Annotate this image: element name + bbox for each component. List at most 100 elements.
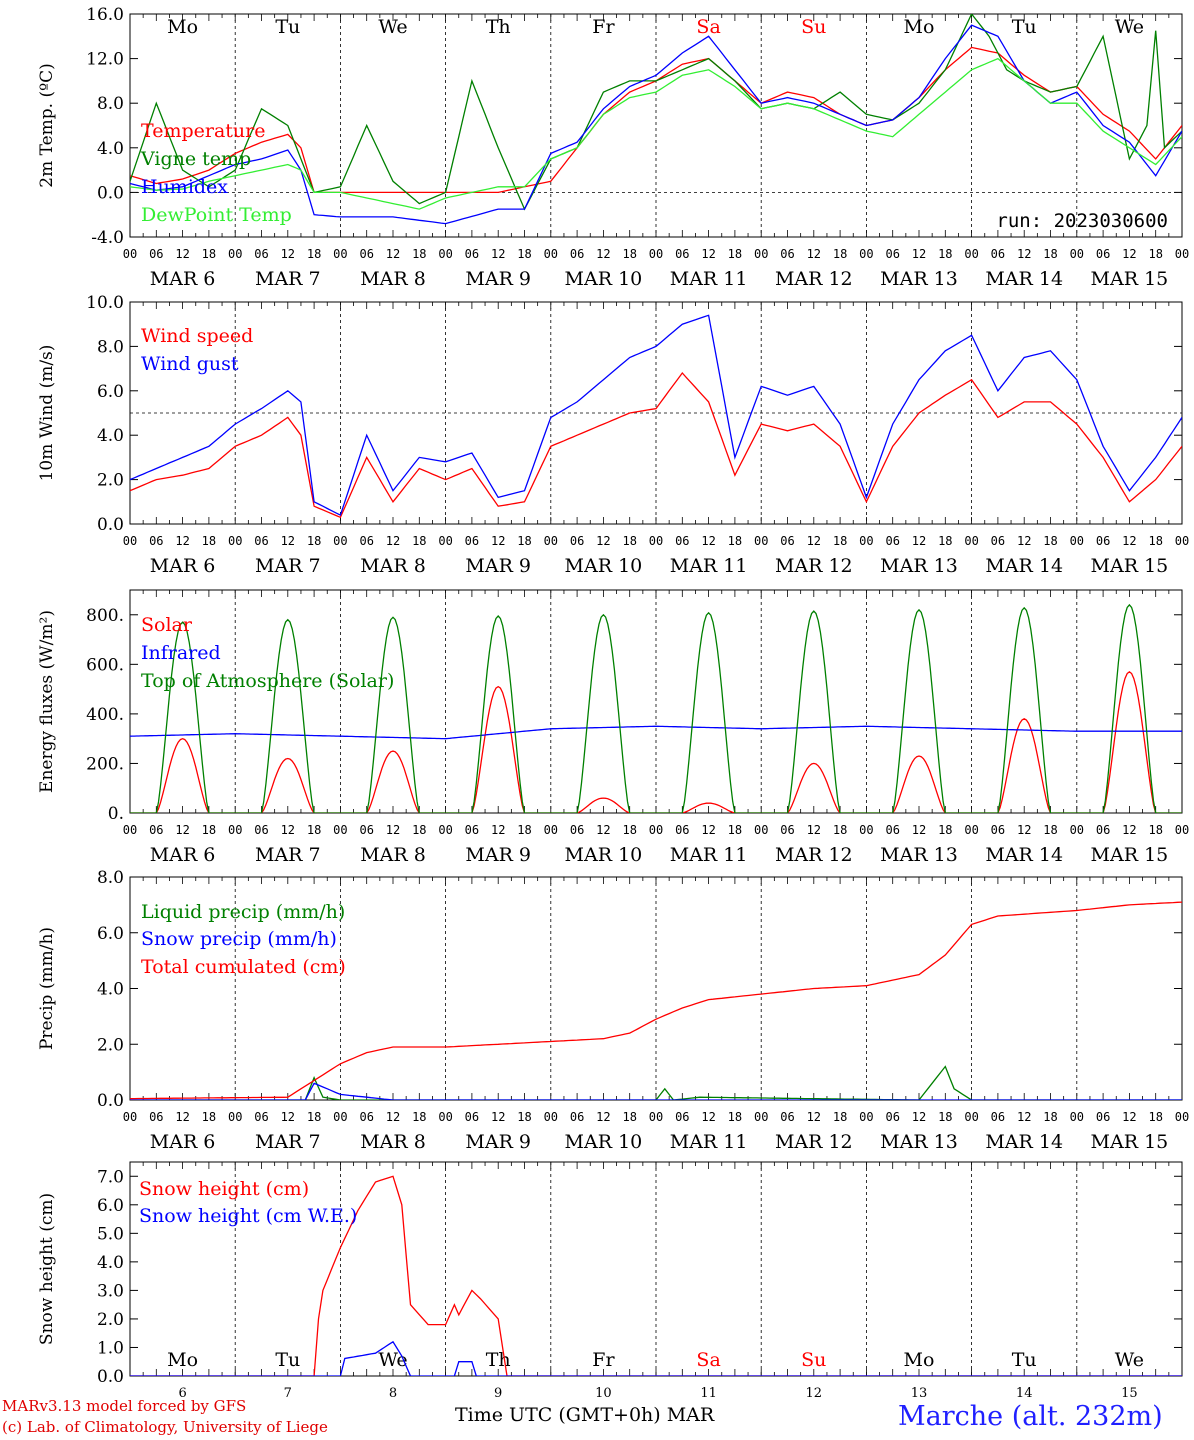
y-axis-label: 10m Wind (m/s) (37, 345, 57, 482)
hour-tick-label: 18 (1043, 1110, 1057, 1124)
y-axis-label: Energy fluxes (W/m²) (37, 610, 57, 793)
hour-tick-label: 00 (544, 823, 558, 837)
hour-tick-label: 18 (202, 1110, 216, 1124)
date-label: MAR 13 (880, 268, 958, 290)
panel-4: 0.0 2.0 4.0 6.0 8.0 Precip (mm/h) 00 06 12 18 00 06… (37, 868, 1189, 1153)
hour-tick-label: 06 (254, 823, 268, 837)
date-label: MAR 13 (880, 1131, 958, 1153)
y-tick-label: 6.0 (97, 924, 124, 944)
weekday-label: We (1115, 16, 1144, 38)
y-tick-label: 4.0 (97, 980, 124, 1000)
hour-tick-label: 18 (833, 1110, 847, 1124)
hour-tick-label: 06 (465, 1110, 479, 1124)
hour-tick-label: 18 (202, 247, 216, 261)
y-tick-label: 6.0 (97, 1196, 124, 1216)
hour-tick-label: 00 (438, 534, 452, 548)
hour-tick-label: 00 (544, 1110, 558, 1124)
legend-entry: Total cumulated (cm) (141, 956, 346, 978)
hour-tick-label: 12 (807, 823, 821, 837)
hour-tick-label: 18 (622, 823, 636, 837)
hour-tick-label: 06 (570, 247, 584, 261)
y-tick-label: -4.0 (91, 228, 124, 248)
hour-tick-label: 06 (254, 534, 268, 548)
hour-tick-label: 18 (833, 247, 847, 261)
hour-tick-label: 18 (307, 823, 321, 837)
hour-tick-label: 06 (991, 1110, 1005, 1124)
hour-tick-label: 06 (780, 534, 794, 548)
hour-tick-label: 00 (1070, 823, 1084, 837)
hour-tick-label: 12 (175, 247, 189, 261)
hour-tick-label: 06 (149, 534, 163, 548)
date-label: 10 (595, 1386, 612, 1401)
weekday-label: Th (486, 1349, 511, 1371)
date-label: MAR 12 (775, 555, 853, 577)
hour-tick-label: 00 (333, 247, 347, 261)
run-label: run: 2023030600 (996, 210, 1168, 232)
hour-tick-label: 00 (333, 823, 347, 837)
hour-tick-label: 18 (517, 534, 531, 548)
hour-tick-label: 06 (1096, 1110, 1110, 1124)
hour-tick-label: 06 (465, 823, 479, 837)
y-tick-label: 800. (86, 606, 124, 626)
date-label: MAR 8 (360, 1131, 426, 1153)
y-tick-label: 2.0 (97, 471, 124, 491)
hour-tick-label: 00 (1070, 1110, 1084, 1124)
hour-tick-label: 18 (622, 247, 636, 261)
hour-tick-label: 12 (807, 247, 821, 261)
date-label: MAR 14 (985, 844, 1063, 866)
hour-tick-label: 12 (1017, 247, 1031, 261)
legend-entry: Snow height (cm W.E.) (139, 1205, 357, 1227)
y-tick-label: 2.0 (97, 1035, 124, 1055)
date-label: MAR 6 (150, 555, 216, 577)
date-label: MAR 12 (775, 844, 853, 866)
hour-tick-label: 00 (649, 1110, 663, 1124)
weekday-label: Tu (1012, 1349, 1037, 1371)
date-label: MAR 13 (880, 555, 958, 577)
hour-tick-label: 12 (701, 247, 715, 261)
series-line (130, 314, 1182, 517)
weekday-label: Tu (1012, 16, 1037, 38)
date-label: MAR 11 (670, 844, 748, 866)
hour-tick-label: 00 (228, 534, 242, 548)
hour-tick-label: 00 (859, 1110, 873, 1124)
date-label: MAR 7 (255, 844, 321, 866)
legend-entry: Liquid precip (mm/h) (141, 901, 345, 923)
weekday-label: Tu (275, 1349, 300, 1371)
hour-tick-label: 00 (1175, 247, 1189, 261)
hour-tick-label: 06 (991, 534, 1005, 548)
date-label: MAR 11 (670, 1131, 748, 1153)
weekday-label: Su (801, 16, 826, 38)
hour-tick-label: 06 (149, 823, 163, 837)
hour-tick-label: 12 (175, 534, 189, 548)
weekday-label: Tu (275, 16, 300, 38)
hour-tick-label: 00 (438, 1110, 452, 1124)
hour-tick-label: 12 (596, 823, 610, 837)
date-label: MAR 10 (565, 268, 643, 290)
hour-tick-label: 06 (149, 1110, 163, 1124)
hour-tick-label: 18 (517, 247, 531, 261)
date-label: MAR 10 (565, 1131, 643, 1153)
hour-tick-label: 00 (123, 534, 137, 548)
hour-tick-label: 12 (1017, 1110, 1031, 1124)
hour-tick-label: 12 (596, 1110, 610, 1124)
date-label: MAR 7 (255, 555, 321, 577)
y-tick-label: 12.0 (86, 50, 124, 70)
hour-tick-label: 00 (333, 534, 347, 548)
hour-tick-label: 18 (307, 1110, 321, 1124)
hour-tick-label: 12 (386, 534, 400, 548)
hour-tick-label: 12 (807, 1110, 821, 1124)
hour-tick-label: 06 (465, 534, 479, 548)
y-tick-label: 7.0 (97, 1167, 124, 1187)
hour-tick-label: 18 (622, 534, 636, 548)
hour-tick-label: 18 (412, 247, 426, 261)
date-label: MAR 9 (465, 555, 531, 577)
hour-tick-label: 18 (307, 247, 321, 261)
date-label: MAR 9 (465, 1131, 531, 1153)
hour-tick-label: 12 (491, 534, 505, 548)
hour-tick-label: 12 (1017, 823, 1031, 837)
hour-tick-label: 18 (517, 823, 531, 837)
station-name: Marche (alt. 232m) (898, 1401, 1163, 1432)
hour-tick-label: 00 (1175, 534, 1189, 548)
weekday-label: Th (486, 16, 511, 38)
hour-tick-label: 06 (1096, 534, 1110, 548)
